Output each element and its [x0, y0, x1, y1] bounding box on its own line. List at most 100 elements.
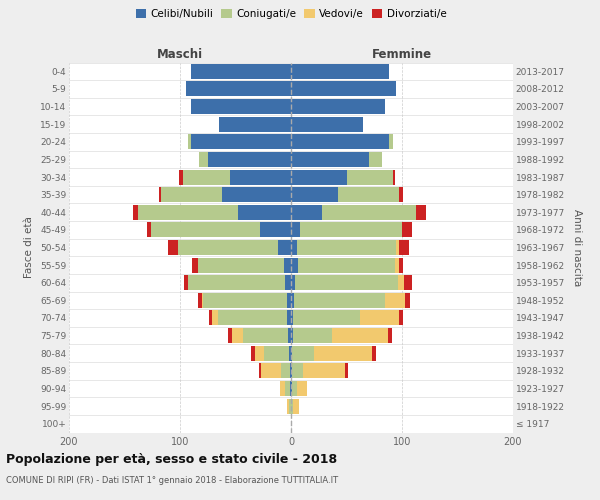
Bar [159, 187, 161, 202]
Bar [398, 187, 403, 202]
Bar [199, 152, 208, 167]
Bar [203, 293, 287, 308]
Text: Popolazione per età, sesso e stato civile - 2018: Popolazione per età, sesso e stato civil… [6, 452, 337, 466]
Bar [291, 398, 293, 413]
Bar [322, 205, 416, 220]
Bar [291, 381, 292, 396]
Bar [178, 240, 278, 255]
Bar [212, 310, 218, 326]
Bar [398, 240, 409, 255]
Bar [281, 364, 290, 378]
Bar [289, 346, 291, 360]
Bar [232, 328, 243, 343]
Bar [251, 346, 256, 360]
Bar [179, 170, 184, 184]
Bar [346, 364, 347, 378]
Bar [372, 346, 376, 360]
Bar [368, 152, 382, 167]
Bar [398, 310, 403, 326]
Legend: Celibi/Nubili, Coniugati/e, Vedovi/e, Divorziati/e: Celibi/Nubili, Coniugati/e, Vedovi/e, Di… [131, 5, 451, 23]
Bar [291, 82, 397, 96]
Bar [287, 398, 289, 413]
Bar [389, 134, 393, 150]
Bar [385, 293, 406, 308]
Bar [291, 293, 295, 308]
Bar [265, 346, 289, 360]
Bar [291, 275, 295, 290]
Bar [290, 364, 291, 378]
Bar [238, 205, 291, 220]
Bar [192, 258, 198, 272]
Bar [208, 152, 291, 167]
Bar [286, 381, 290, 396]
Bar [292, 364, 303, 378]
Bar [291, 328, 293, 343]
Bar [300, 222, 402, 238]
Bar [184, 170, 230, 184]
Bar [280, 381, 286, 396]
Bar [338, 187, 398, 202]
Bar [168, 240, 178, 255]
Bar [404, 275, 412, 290]
Bar [291, 364, 292, 378]
Bar [228, 328, 232, 343]
Bar [259, 364, 261, 378]
Bar [219, 116, 291, 132]
Bar [146, 222, 151, 238]
Bar [397, 240, 398, 255]
Y-axis label: Fasce di età: Fasce di età [25, 216, 34, 278]
Bar [388, 328, 392, 343]
Bar [184, 275, 188, 290]
Bar [287, 328, 291, 343]
Bar [188, 134, 191, 150]
Bar [287, 310, 291, 326]
Bar [360, 310, 398, 326]
Bar [198, 258, 284, 272]
Bar [298, 258, 395, 272]
Bar [291, 346, 292, 360]
Bar [291, 222, 300, 238]
Bar [296, 381, 307, 396]
Bar [191, 64, 291, 79]
Bar [222, 187, 291, 202]
Text: COMUNE DI RIPI (FR) - Dati ISTAT 1° gennaio 2018 - Elaborazione TUTTITALIA.IT: COMUNE DI RIPI (FR) - Dati ISTAT 1° genn… [6, 476, 338, 485]
Bar [261, 364, 281, 378]
Bar [291, 99, 385, 114]
Bar [209, 310, 212, 326]
Bar [286, 275, 291, 290]
Bar [295, 275, 398, 290]
Bar [393, 170, 395, 184]
Bar [290, 381, 291, 396]
Bar [291, 258, 298, 272]
Bar [185, 82, 291, 96]
Bar [291, 64, 389, 79]
Bar [295, 293, 385, 308]
Bar [291, 170, 347, 184]
Text: Femmine: Femmine [372, 48, 432, 60]
Bar [278, 240, 291, 255]
Bar [395, 258, 398, 272]
Bar [218, 310, 287, 326]
Bar [416, 205, 427, 220]
Bar [296, 240, 397, 255]
Bar [402, 222, 412, 238]
Bar [293, 328, 332, 343]
Bar [332, 328, 388, 343]
Bar [256, 346, 265, 360]
Bar [138, 205, 238, 220]
Bar [198, 293, 202, 308]
Bar [398, 258, 403, 272]
Bar [398, 275, 404, 290]
Bar [191, 134, 291, 150]
Bar [406, 293, 410, 308]
Bar [191, 99, 291, 114]
Bar [289, 398, 291, 413]
Bar [287, 293, 291, 308]
Bar [291, 310, 293, 326]
Bar [291, 205, 322, 220]
Bar [151, 222, 260, 238]
Bar [291, 134, 389, 150]
Bar [291, 152, 368, 167]
Bar [292, 381, 296, 396]
Text: Maschi: Maschi [157, 48, 203, 60]
